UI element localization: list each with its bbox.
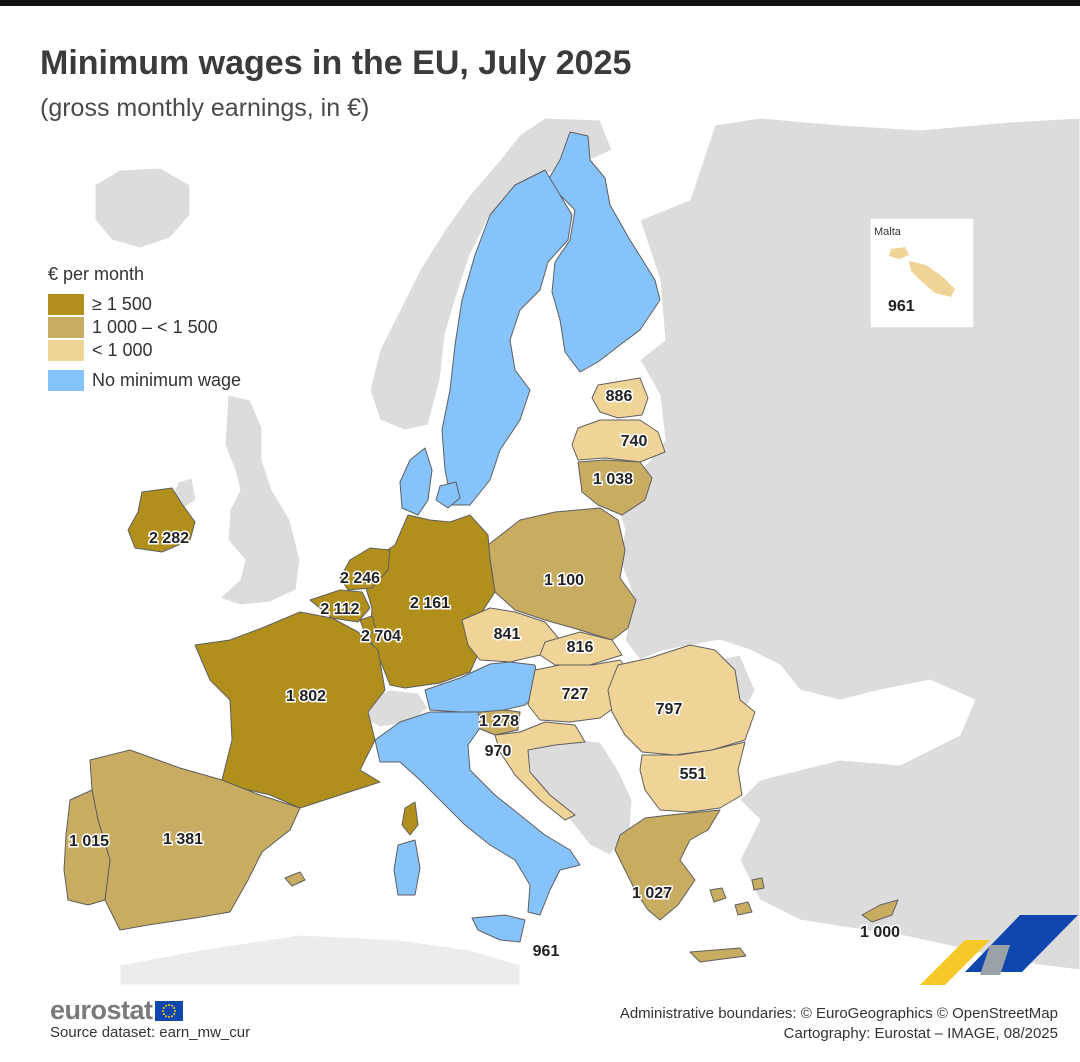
label-france: 1 802 — [286, 688, 326, 705]
malta-inset: Malta 961 — [870, 218, 974, 328]
label-bulgaria: 551 — [680, 766, 707, 783]
country-latvia — [571, 419, 666, 463]
label-spain: 1 381 — [163, 831, 203, 848]
legend-label: ≥ 1 500 — [92, 293, 152, 314]
legend-item: No minimum wage — [48, 369, 241, 391]
label-italy: 961 — [533, 943, 560, 960]
label-ireland: 2 282 — [149, 530, 189, 547]
country-germany — [364, 514, 496, 689]
legend-label: 1 000 – < 1 500 — [92, 316, 218, 337]
country-bulgaria — [639, 741, 746, 813]
country-estonia — [591, 377, 649, 419]
label-croatia: 970 — [485, 743, 512, 760]
eurostat-logo: eurostat — [50, 995, 183, 1026]
legend: € per month ≥ 1 500 1 000 – < 1 500 < 1 … — [48, 264, 241, 392]
country-france-corsica — [401, 801, 419, 836]
country-italy-sardinia — [393, 839, 421, 896]
country-greece — [614, 809, 721, 921]
page-subtitle: (gross monthly earnings, in €) — [40, 94, 370, 122]
legend-label: < 1 000 — [92, 339, 153, 360]
country-finland — [547, 131, 661, 373]
country-italy-sicily — [471, 914, 526, 943]
legend-swatch — [48, 339, 84, 361]
country-france — [194, 611, 386, 809]
country-poland — [487, 507, 637, 641]
label-portugal: 1 015 — [69, 833, 109, 850]
legend-item: 1 000 – < 1 500 — [48, 316, 241, 338]
boundaries-credit: Administrative boundaries: © EuroGeograp… — [619, 1005, 1058, 1022]
country-italy — [374, 711, 581, 916]
cartography-credit: Cartography: Eurostat – IMAGE, 08/2025 — [783, 1025, 1058, 1042]
label-belgium: 2 112 — [320, 601, 359, 618]
top-bar — [0, 0, 1080, 6]
label-slovenia: 1 278 — [479, 713, 519, 730]
legend-item: ≥ 1 500 — [48, 293, 241, 315]
country-labels: 2 282 2 246 2 112 2 704 2 161 1 802 1 38… — [67, 387, 901, 962]
label-cyprus: 1 000 — [860, 924, 900, 941]
country-lithuania — [577, 459, 653, 516]
country-cyprus — [861, 899, 899, 923]
malta-name: Malta — [874, 226, 901, 238]
legend-swatch — [48, 369, 84, 391]
country-sweden — [441, 169, 573, 506]
malta-map — [889, 247, 955, 297]
country-ireland — [127, 487, 196, 553]
label-hungary: 727 — [562, 686, 589, 703]
logo-text: eurostat — [50, 995, 153, 1025]
non-eu-land — [94, 117, 1080, 986]
page-title: Minimum wages in the EU, July 2025 — [40, 44, 632, 82]
label-romania: 797 — [656, 701, 683, 718]
country-greece-islands — [709, 877, 765, 916]
country-denmark — [399, 447, 433, 516]
country-netherlands — [339, 547, 391, 591]
label-germany: 2 161 — [410, 595, 450, 612]
country-spain-balearic — [284, 871, 306, 887]
country-malta-gozo — [889, 247, 909, 259]
legend-swatch — [48, 293, 84, 315]
eu-flag-icon — [154, 1000, 183, 1021]
label-netherlands: 2 246 — [340, 570, 380, 587]
country-slovakia — [539, 631, 623, 666]
label-czechia: 841 — [494, 626, 521, 643]
label-poland: 1 100 — [544, 572, 584, 589]
country-greece-crete — [689, 947, 747, 963]
label-slovakia: 816 — [567, 639, 594, 656]
malta-value: 961 — [888, 298, 915, 315]
label-luxembourg: 2 704 — [361, 628, 401, 645]
label-latvia: 740 — [621, 433, 648, 450]
source-dataset: Source dataset: earn_mw_cur — [50, 1024, 251, 1041]
legend-item: < 1 000 — [48, 339, 241, 361]
label-greece: 1 027 — [632, 885, 672, 902]
legend-title: € per month — [48, 264, 145, 284]
country-luxembourg — [359, 615, 377, 637]
country-denmark-islands — [435, 481, 461, 509]
eu-countries — [63, 131, 899, 963]
country-romania — [607, 644, 756, 756]
legend-label: No minimum wage — [92, 369, 242, 390]
country-croatia — [494, 721, 586, 821]
label-estonia: 886 — [606, 388, 633, 405]
country-malta — [909, 261, 955, 297]
country-portugal — [63, 789, 111, 906]
label-lithuania: 1 038 — [593, 471, 633, 488]
legend-swatch — [48, 316, 84, 338]
